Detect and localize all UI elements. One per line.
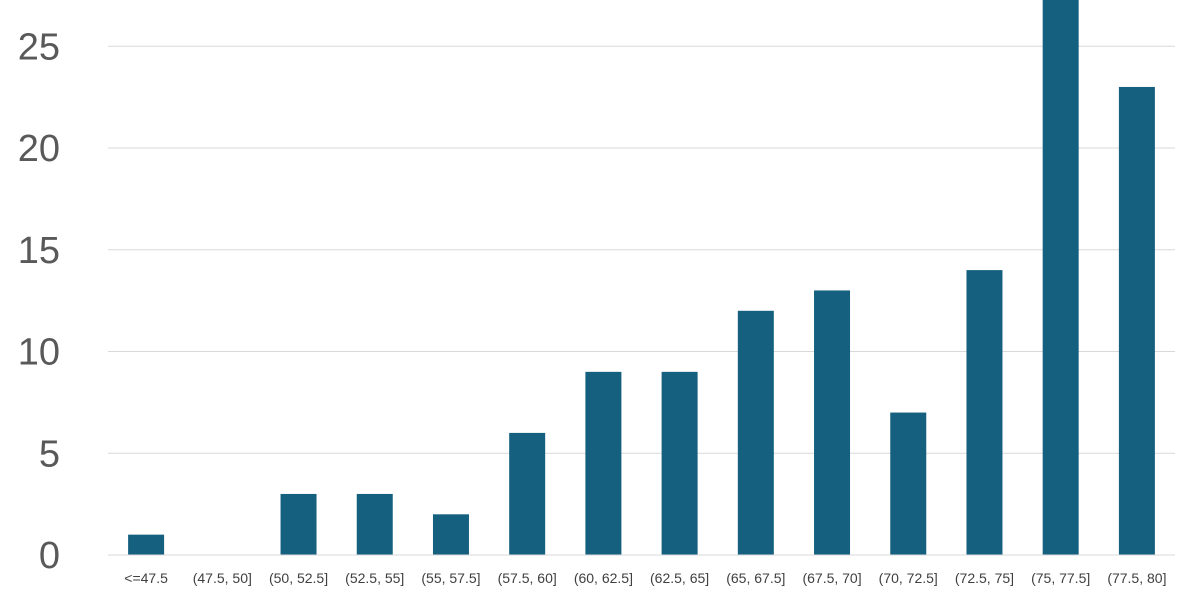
y-tick-labels: 0 5 10 15 20 25 <box>18 26 60 577</box>
bar <box>432 514 469 555</box>
bar <box>356 493 393 555</box>
x-tick-label: <=47.5 <box>124 570 168 586</box>
x-tick-label: (50, 52.5] <box>269 570 328 586</box>
y-tick-label: 5 <box>39 433 60 475</box>
bar <box>661 371 698 555</box>
bar <box>128 534 165 555</box>
bar <box>509 432 546 555</box>
bar <box>1118 86 1155 555</box>
bar <box>966 270 1003 555</box>
x-tick-label: (62.5, 65] <box>650 570 709 586</box>
x-tick-label: (47.5, 50] <box>193 570 252 586</box>
x-tick-label: (55, 57.5] <box>421 570 480 586</box>
x-tick-label: (72.5, 75] <box>955 570 1014 586</box>
bar <box>890 412 927 555</box>
bar <box>814 290 851 555</box>
bar <box>280 493 317 555</box>
bar <box>585 371 622 555</box>
y-tick-label: 15 <box>18 230 60 272</box>
x-tick-label: (57.5, 60] <box>498 570 557 586</box>
x-tick-label: (77.5, 80] <box>1107 570 1166 586</box>
x-tick-label: (65, 67.5] <box>726 570 785 586</box>
y-tick-label: 20 <box>18 128 60 170</box>
gridlines <box>108 45 1175 454</box>
x-tick-label: (70, 72.5] <box>879 570 938 586</box>
y-tick-label: 0 <box>39 535 60 577</box>
y-tick-label: 10 <box>18 332 60 374</box>
bars <box>128 0 1155 555</box>
bar <box>737 310 774 555</box>
x-tick-label: (67.5, 70] <box>802 570 861 586</box>
x-tick-label: (52.5, 55] <box>345 570 404 586</box>
bar <box>1042 0 1079 555</box>
x-tick-labels: <=47.5 (47.5, 50] (50, 52.5] (52.5, 55] (55,… <box>124 570 1166 586</box>
x-tick-label: (75, 77.5] <box>1031 570 1090 586</box>
x-tick-label: (60, 62.5] <box>574 570 633 586</box>
y-tick-label: 25 <box>18 26 60 68</box>
